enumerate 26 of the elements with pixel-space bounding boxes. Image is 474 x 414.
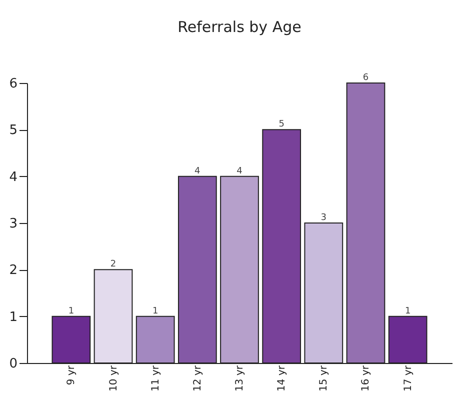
- y-tick-label: 6: [9, 76, 18, 92]
- x-tick-label: 11 yr: [150, 364, 162, 392]
- x-tick-label: 12 yr: [192, 364, 204, 392]
- y-tick-label: 1: [9, 310, 18, 325]
- x-tick-label: 17 yr: [402, 364, 414, 392]
- x-tick-label: 9 yr: [66, 364, 78, 386]
- data-label: 6: [362, 73, 369, 83]
- y-tick-label: 4: [9, 170, 18, 185]
- x-tick-label: 15 yr: [318, 364, 330, 392]
- data-label: 1: [404, 306, 411, 316]
- x-tick-label: 10 yr: [108, 364, 120, 392]
- y-tick-label: 5: [9, 123, 18, 138]
- data-label: 4: [236, 166, 243, 176]
- y-tick-label: 3: [9, 216, 18, 232]
- x-tick-label: 13 yr: [234, 364, 246, 392]
- y-tick-label: 2: [9, 263, 18, 278]
- x-tick-label: 16 yr: [360, 364, 372, 392]
- data-label: 1: [152, 306, 158, 316]
- data-label: 1: [68, 306, 74, 316]
- y-tick-label: 0: [9, 356, 18, 372]
- chart-title: Referrals by Age: [178, 18, 302, 36]
- x-tick-label: 14 yr: [276, 364, 288, 392]
- data-label: 3: [320, 213, 327, 223]
- data-label: 5: [278, 120, 284, 130]
- data-label: 4: [194, 166, 201, 176]
- data-label: 2: [110, 260, 116, 270]
